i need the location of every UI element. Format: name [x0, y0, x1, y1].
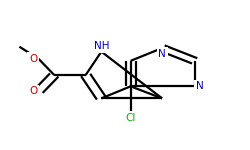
Text: N: N: [196, 81, 203, 91]
Text: O: O: [29, 54, 37, 64]
Text: N: N: [158, 49, 166, 59]
Text: Cl: Cl: [126, 112, 136, 123]
Text: O: O: [29, 86, 37, 96]
Text: NH: NH: [94, 41, 109, 51]
